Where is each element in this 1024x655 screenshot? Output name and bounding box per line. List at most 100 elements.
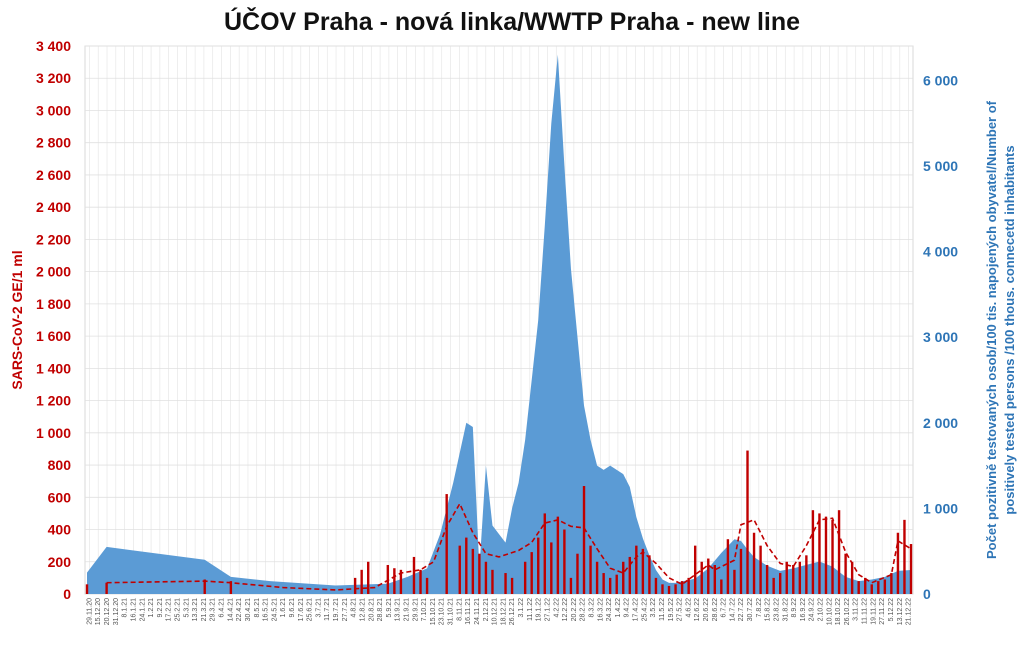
bar-sars-cov-2	[864, 577, 867, 594]
trend-line	[106, 501, 912, 591]
bar-sars-cov-2	[360, 569, 363, 594]
bar-sars-cov-2	[85, 584, 89, 594]
bar-sars-cov-2	[615, 574, 618, 594]
bar-sars-cov-2	[831, 519, 834, 594]
bar-sars-cov-2	[779, 573, 782, 594]
bar-sars-cov-2	[687, 577, 690, 594]
y-tick-left: 0	[63, 586, 71, 602]
x-tick-label: 28.6.22	[712, 598, 719, 621]
bar-sars-cov-2	[367, 561, 370, 594]
bar-sars-cov-2	[602, 573, 605, 594]
y-tick-left: 2 000	[36, 264, 71, 280]
x-tick-label: 4.8.21	[351, 598, 358, 618]
bar-sars-cov-2	[203, 579, 206, 594]
x-tick-label: 28.8.21	[377, 598, 384, 621]
x-tick-label: 16.9.22	[800, 598, 807, 621]
x-tick-label: 1.6.21	[280, 598, 287, 618]
bar-sars-cov-2	[569, 577, 573, 594]
y-tick-left: 2 800	[36, 135, 71, 151]
bar-sars-cov-2	[811, 510, 815, 594]
bar-sars-cov-2	[635, 545, 638, 594]
x-tick-label: 25.2.21	[174, 598, 181, 621]
y-tick-right: 4 000	[923, 244, 958, 260]
x-tick-label: 19.11.22	[870, 598, 877, 625]
bar-sars-cov-2	[563, 529, 566, 594]
bar-sars-cov-2	[353, 577, 357, 594]
x-tick-label: 8.3.22	[588, 598, 595, 618]
x-tick-label: 11.1.22	[527, 598, 534, 621]
x-tick-label: 8.11.21	[456, 598, 463, 621]
bar-sars-cov-2	[530, 552, 533, 594]
x-tick-label: 31.10.21	[448, 598, 455, 625]
x-tick-label: 24.11.21	[474, 598, 481, 625]
x-tick-label: 8.9.22	[791, 598, 798, 618]
y-tick-left: 3 200	[36, 70, 71, 86]
x-tick-label: 16.3.22	[597, 598, 604, 621]
x-tick-label: 15.10.21	[430, 598, 437, 625]
x-tick-label: 24.3.22	[606, 598, 613, 621]
x-tick-label: 13.3.21	[192, 598, 199, 621]
y-tick-left: 1 800	[36, 296, 71, 312]
x-tick-label: 10.12.21	[492, 598, 499, 625]
bar-sars-cov-2	[765, 564, 769, 594]
y-tick-right: 1 000	[923, 500, 958, 516]
x-tick-label: 2.12.21	[483, 598, 490, 621]
bar-sars-cov-2	[478, 553, 481, 594]
bar-sars-cov-2	[707, 558, 710, 594]
x-tick-label: 25.4.22	[641, 598, 648, 621]
x-tick-label: 20.12.20	[104, 598, 111, 625]
x-tick-label: 9.2.21	[157, 598, 164, 618]
bar-sars-cov-2	[759, 545, 762, 594]
y-tick-left: 400	[48, 522, 72, 538]
y-tick-left: 2 600	[36, 167, 71, 183]
bar-sars-cov-2	[628, 556, 631, 594]
bar-sars-cov-2	[805, 555, 808, 594]
bar-sars-cov-2	[504, 573, 507, 594]
bar-sars-cov-2	[491, 569, 494, 594]
y-tick-right: 0	[923, 586, 931, 602]
bar-sars-cov-2	[752, 532, 756, 594]
x-tick-label: 2.10.22	[818, 598, 825, 621]
x-tick-label: 19.5.22	[668, 598, 675, 621]
x-tick-label: 26.12.21	[509, 598, 516, 625]
x-tick-label: 20.6.22	[703, 598, 710, 621]
x-tick-label: 18.12.21	[500, 598, 507, 625]
x-tick-label: 6.7.22	[721, 598, 728, 618]
y-tick-left: 3 000	[36, 102, 71, 118]
bar-sars-cov-2	[550, 542, 553, 594]
bar-sars-cov-2	[726, 539, 730, 594]
x-tick-label: 29.9.21	[412, 598, 419, 621]
x-tick-label: 17.2.21	[166, 598, 173, 621]
x-tick-label: 3.11.22	[853, 598, 860, 621]
x-tick-label: 16.1.21	[130, 598, 137, 621]
bar-sars-cov-2	[556, 516, 560, 594]
x-tick-label: 8.1.21	[122, 598, 129, 618]
x-tick-label: 24.5.21	[271, 598, 278, 621]
bar-sars-cov-2	[419, 569, 422, 594]
x-tick-label: 26.10.22	[844, 598, 851, 625]
x-tick-label: 19.1.22	[536, 598, 543, 621]
x-tick-label: 31.12.20	[113, 598, 120, 625]
bar-sars-cov-2	[471, 548, 475, 594]
x-tick-label: 28.2.22	[580, 598, 587, 621]
x-tick-label: 7.10.21	[421, 598, 428, 621]
x-tick-label: 21.12.22	[906, 598, 913, 625]
x-tick-label: 7.8.22	[756, 598, 763, 618]
x-tick-label: 11.5.22	[659, 598, 666, 621]
x-tick-label: 27.11.22	[879, 598, 886, 625]
x-tick-label: 9.4.22	[624, 598, 631, 618]
x-tick-label: 16.11.21	[465, 598, 472, 625]
bar-sars-cov-2	[720, 579, 723, 594]
y-tick-left: 1 200	[36, 393, 71, 409]
bar-sars-cov-2	[412, 556, 416, 594]
y-tick-right: 6 000	[923, 72, 958, 88]
bar-sars-cov-2	[641, 548, 645, 594]
bar-sars-cov-2	[445, 494, 448, 594]
bar-sars-cov-2	[458, 545, 461, 594]
x-tick-label: 25.6.21	[307, 598, 314, 621]
x-tick-label: 30.4.21	[245, 598, 252, 621]
bar-sars-cov-2	[523, 561, 527, 594]
x-tick-label: 14.4.21	[227, 598, 234, 621]
x-tick-label: 4.2.22	[553, 598, 560, 618]
bar-sars-cov-2	[654, 577, 658, 594]
